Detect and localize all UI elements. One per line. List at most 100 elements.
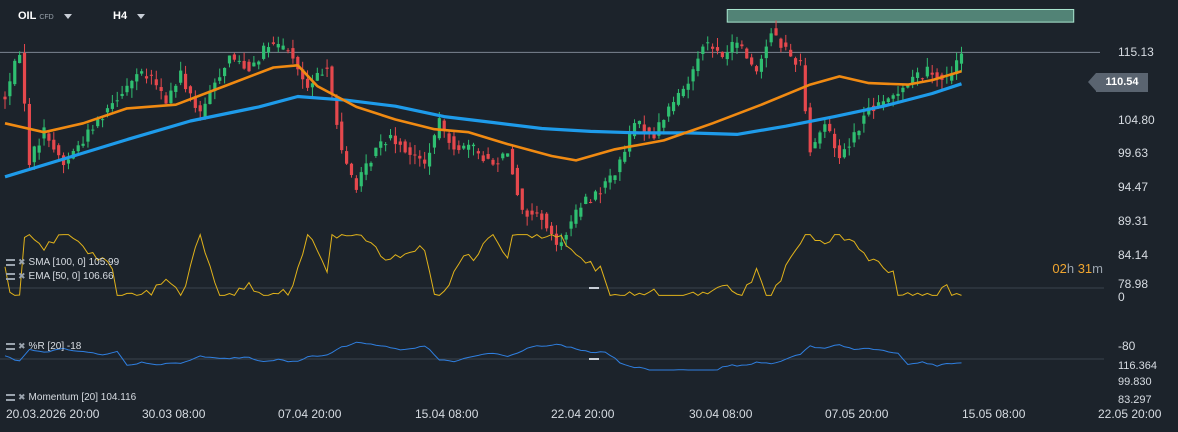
candle-body xyxy=(140,71,144,74)
momentum-tick: 116.364 xyxy=(1118,360,1157,372)
candle-body xyxy=(950,73,954,81)
candle-body xyxy=(379,141,383,148)
candle-body xyxy=(52,139,56,150)
time-tick: 30.03 08:00 xyxy=(142,407,206,421)
candle-body xyxy=(823,124,827,132)
candle-body xyxy=(589,201,593,203)
candle-body xyxy=(491,159,495,165)
settings-lines-icon[interactable] xyxy=(6,272,15,280)
candle-body xyxy=(437,118,441,139)
candle-body xyxy=(218,77,222,81)
candle-body xyxy=(169,90,173,104)
candle-body xyxy=(335,96,339,125)
settings-lines-icon[interactable] xyxy=(6,393,15,401)
candle-body xyxy=(369,162,373,167)
legend-momentum[interactable]: ✖ Momentum [20] 104.116 xyxy=(6,392,136,403)
candle-body xyxy=(686,83,690,90)
candle-body xyxy=(340,121,344,151)
close-icon[interactable]: ✖ xyxy=(18,392,26,402)
candle-body xyxy=(354,178,358,190)
candle-body xyxy=(506,153,510,157)
candle-body xyxy=(403,141,407,153)
time-tick: 07.05 20:00 xyxy=(825,407,889,421)
candle-body xyxy=(862,115,866,124)
candle-body xyxy=(183,73,188,90)
candle-body xyxy=(779,38,783,48)
time-tick: 15.04 08:00 xyxy=(415,407,479,421)
candle-body xyxy=(876,102,881,107)
close-icon[interactable]: ✖ xyxy=(18,271,26,281)
candle-body xyxy=(525,210,529,217)
settings-lines-icon[interactable] xyxy=(6,258,15,266)
candle-body xyxy=(418,155,422,159)
candle-body xyxy=(808,107,812,153)
candle-body xyxy=(501,153,505,159)
candle-body xyxy=(803,65,807,112)
candle-body xyxy=(486,154,490,159)
close-icon[interactable]: ✖ xyxy=(18,257,26,267)
candle-body xyxy=(730,41,734,53)
candle-body xyxy=(13,60,17,85)
candle-body xyxy=(667,106,671,117)
countdown-h-unit: h xyxy=(1066,261,1075,276)
price-tick: 99.63 xyxy=(1118,146,1149,160)
legend-sma[interactable]: ✖ SMA [100, 0] 105.99 xyxy=(6,257,119,268)
candle-body xyxy=(398,141,402,145)
candle-body xyxy=(598,193,602,195)
candle-body xyxy=(432,135,437,148)
price-tick: 89.31 xyxy=(1118,214,1149,228)
candle-body xyxy=(325,67,329,69)
legend-williams-r[interactable]: ✖ %R [20] -18 xyxy=(6,341,81,352)
candle-body xyxy=(496,163,500,165)
candle-body xyxy=(154,79,158,86)
candle-body xyxy=(769,33,773,43)
candle-body xyxy=(554,233,559,245)
candle-body xyxy=(540,213,544,220)
candle-body xyxy=(208,90,212,105)
candle-body xyxy=(174,85,178,92)
candle-body xyxy=(22,52,27,104)
timeframe-label: H4 xyxy=(113,10,128,22)
candle-body xyxy=(37,145,41,153)
candle-body xyxy=(676,92,681,105)
candle-body xyxy=(857,130,861,136)
candle-body xyxy=(896,93,900,96)
time-tick: 20.03.2026 20:00 xyxy=(6,407,100,421)
sma-line xyxy=(4,82,963,179)
price-tick: 115.13 xyxy=(1118,45,1154,59)
time-tick: 22.04 20:00 xyxy=(551,407,615,421)
candle-body xyxy=(301,69,305,80)
candle-body xyxy=(257,61,261,65)
candle-body xyxy=(281,45,285,50)
resistance-zone-rect xyxy=(726,8,1075,23)
legend-ema[interactable]: ✖ EMA [50, 0] 106.66 xyxy=(6,271,114,282)
candle-body xyxy=(252,62,256,67)
candles xyxy=(3,20,964,252)
candle-body xyxy=(66,159,71,164)
candle-body xyxy=(242,60,246,69)
symbol-selector[interactable]: OIL CFD xyxy=(18,10,72,22)
candle-body xyxy=(442,120,446,131)
candle-body xyxy=(618,159,622,173)
candle-body xyxy=(359,172,363,187)
candle-body xyxy=(691,69,695,82)
candle-body xyxy=(603,181,607,188)
chevron-down-icon xyxy=(63,13,72,19)
candle-body xyxy=(345,151,349,164)
candle-body xyxy=(549,225,554,234)
candle-body xyxy=(530,210,534,215)
candle-body xyxy=(57,145,61,156)
candle-body xyxy=(842,149,846,158)
candle-body xyxy=(413,154,417,156)
close-icon[interactable]: ✖ xyxy=(18,341,26,351)
timeframe-selector[interactable]: H4 xyxy=(113,10,146,22)
candle-countdown: 02h 31m xyxy=(1052,261,1103,276)
settings-lines-icon[interactable] xyxy=(6,342,15,350)
candle-body xyxy=(130,80,134,89)
time-tick: 30.04 08:00 xyxy=(689,407,753,421)
candle-body xyxy=(593,191,598,200)
candle-body xyxy=(91,129,95,131)
time-tick: 15.05 08:00 xyxy=(962,407,1026,421)
